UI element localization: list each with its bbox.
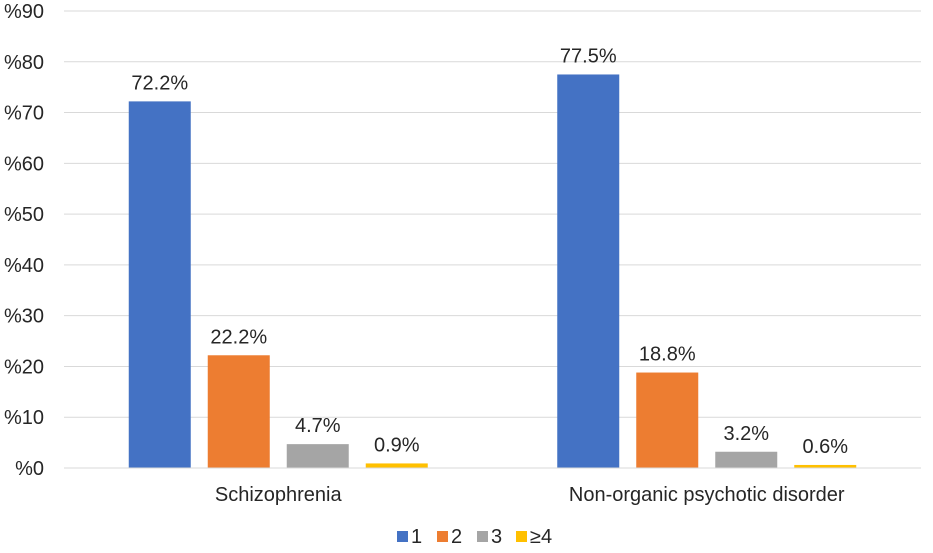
y-tick-label: %90 (4, 1, 44, 23)
y-tick-label: %70 (4, 103, 44, 125)
legend-label: 1 (411, 526, 422, 548)
legend-label: ≥4 (530, 526, 552, 548)
legend-label: 3 (491, 526, 502, 548)
bar-1-0 (557, 74, 620, 468)
y-tick-label: %80 (4, 52, 44, 74)
bar-0-1 (207, 355, 270, 468)
legend-swatch (397, 531, 408, 542)
legend-label: 2 (451, 526, 462, 548)
legend-swatch (477, 531, 488, 542)
gridlines (64, 10, 921, 469)
y-axis: %0 %10 %20 %30 %40 %50 %60 %70 %80 %90 (4, 1, 44, 480)
y-tick-label: %40 (4, 255, 44, 277)
bars (128, 74, 857, 468)
y-tick-label: %60 (4, 153, 44, 175)
data-label: 0.6% (802, 436, 848, 458)
category-label: Schizophrenia (215, 484, 343, 506)
y-tick-label: %20 (4, 356, 44, 378)
bar-0-0 (128, 101, 191, 468)
data-label: 22.2% (210, 326, 267, 348)
bar-1-2 (715, 451, 778, 468)
data-label: 3.2% (723, 423, 769, 445)
y-tick-label: %50 (4, 204, 44, 226)
y-tick-label: %30 (4, 306, 44, 328)
legend: 1 2 3 ≥4 (397, 526, 552, 548)
data-label: 72.2% (131, 72, 188, 94)
x-axis: Schizophrenia Non-organic psychotic disor… (64, 467, 921, 506)
bar-0-3 (365, 463, 428, 468)
data-label: 0.9% (374, 434, 420, 456)
category-label: Non-organic psychotic disorder (569, 484, 845, 506)
y-tick-label: %10 (4, 407, 44, 429)
y-tick-label: %0 (15, 458, 44, 480)
bar-0-2 (286, 444, 349, 468)
bar-1-1 (636, 372, 699, 468)
data-labels: 72.2% 22.2% 4.7% 0.9% 77.5% 18.8% 3.2% 0.6% (131, 45, 848, 457)
data-label: 77.5% (560, 45, 617, 67)
bar-1-3 (794, 464, 857, 468)
legend-swatch (516, 531, 527, 542)
legend-swatch (437, 531, 448, 542)
data-label: 18.8% (639, 344, 696, 366)
data-label: 4.7% (295, 415, 341, 437)
